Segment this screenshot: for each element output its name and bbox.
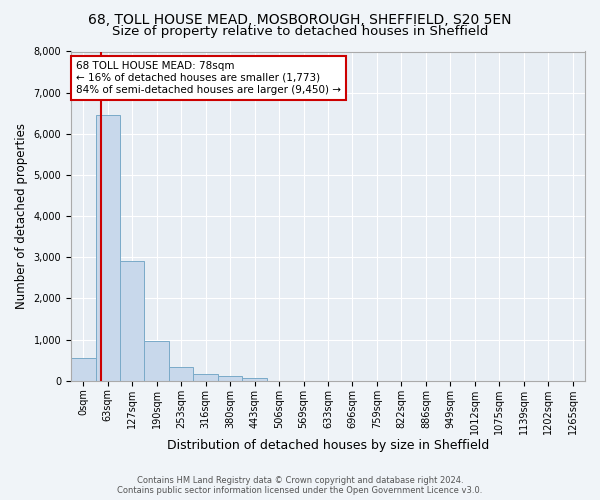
Y-axis label: Number of detached properties: Number of detached properties xyxy=(15,123,28,309)
Bar xyxy=(193,374,218,381)
Text: 68 TOLL HOUSE MEAD: 78sqm
← 16% of detached houses are smaller (1,773)
84% of se: 68 TOLL HOUSE MEAD: 78sqm ← 16% of detac… xyxy=(76,62,341,94)
Bar xyxy=(242,378,267,381)
Text: Size of property relative to detached houses in Sheffield: Size of property relative to detached ho… xyxy=(112,25,488,38)
Bar xyxy=(95,116,120,381)
Text: 68, TOLL HOUSE MEAD, MOSBOROUGH, SHEFFIELD, S20 5EN: 68, TOLL HOUSE MEAD, MOSBOROUGH, SHEFFIE… xyxy=(88,12,512,26)
Bar xyxy=(145,341,169,381)
X-axis label: Distribution of detached houses by size in Sheffield: Distribution of detached houses by size … xyxy=(167,440,489,452)
Bar xyxy=(71,358,95,381)
Text: Contains HM Land Registry data © Crown copyright and database right 2024.
Contai: Contains HM Land Registry data © Crown c… xyxy=(118,476,482,495)
Bar xyxy=(169,367,193,381)
Bar xyxy=(218,376,242,381)
Bar xyxy=(120,260,145,381)
